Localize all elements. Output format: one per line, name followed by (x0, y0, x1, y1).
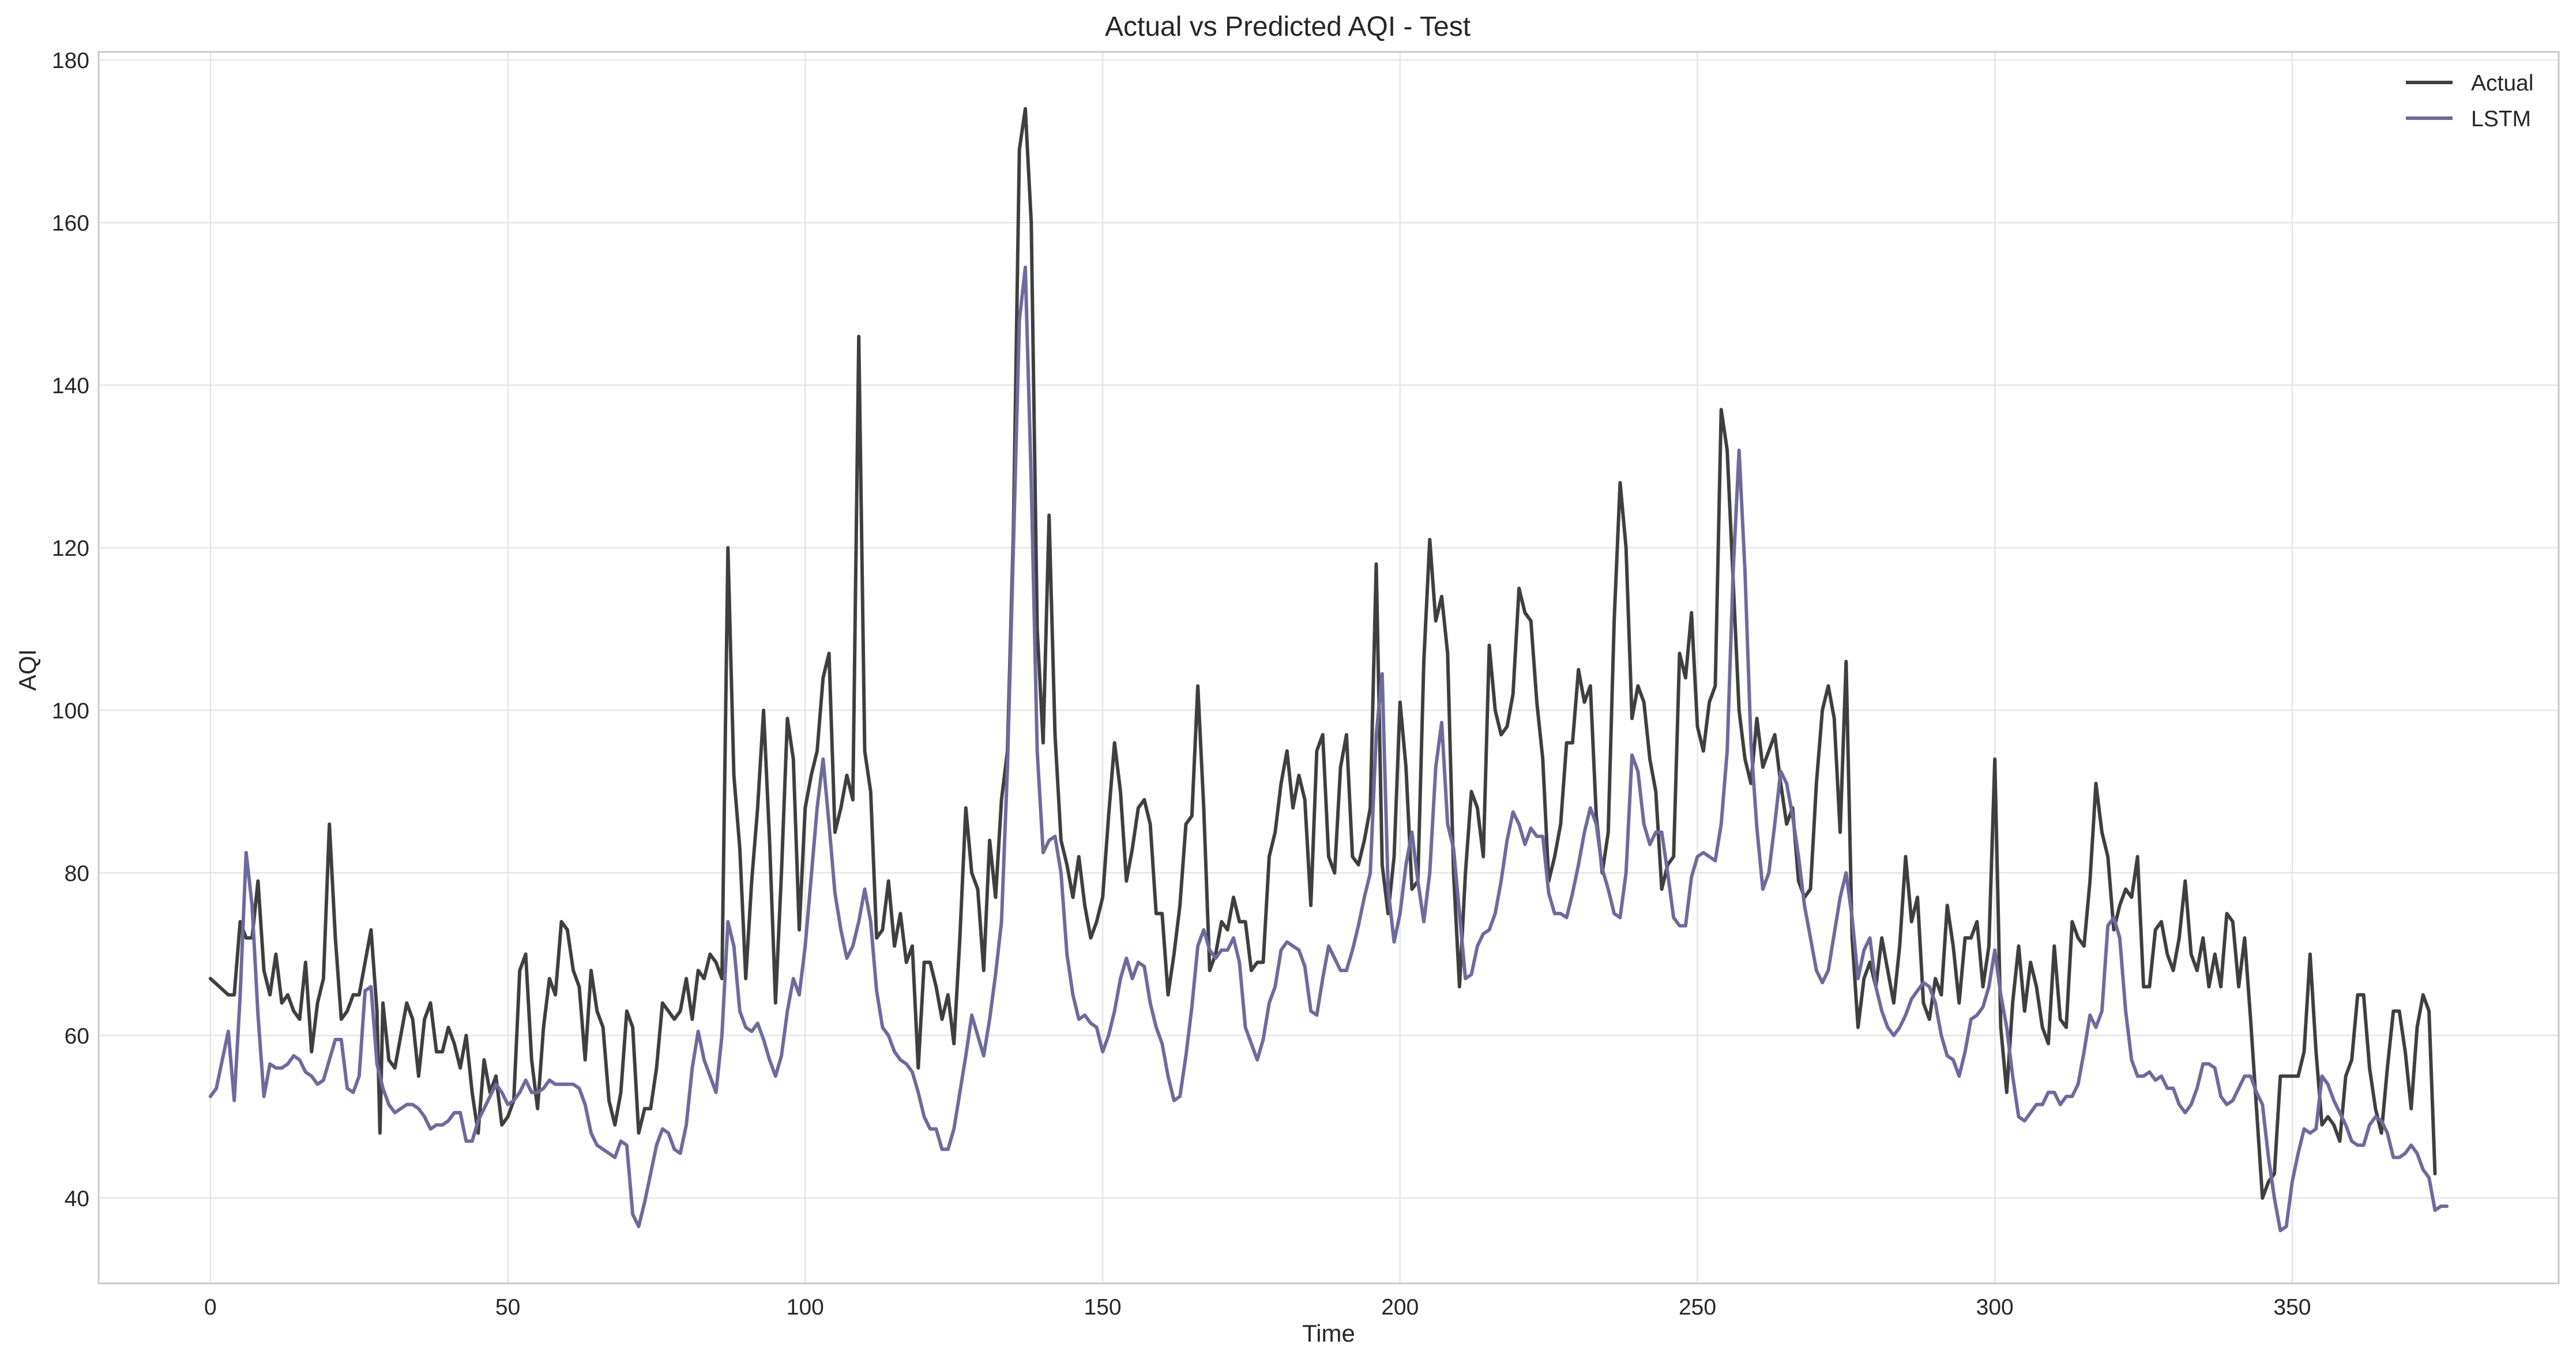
y-tick-label: 120 (52, 536, 89, 561)
x-tick-label: 100 (787, 1295, 824, 1320)
y-axis-label: AQI (14, 649, 41, 691)
legend-label-actual: Actual (2471, 71, 2533, 96)
x-tick-label: 250 (1679, 1295, 1716, 1320)
x-axis-label: Time (1302, 1320, 1355, 1347)
x-tick-label: 150 (1084, 1295, 1122, 1320)
y-tick-label: 100 (52, 699, 89, 724)
y-tick-label: 180 (52, 48, 89, 73)
series-lines (208, 107, 2449, 1233)
y-tick-label: 80 (65, 861, 89, 886)
series-line-lstm (208, 265, 2449, 1233)
legend: Actual LSTM (2406, 71, 2533, 131)
grid-lines (99, 52, 2559, 1283)
plot-frame (97, 51, 2560, 1285)
x-tick-label: 300 (1976, 1295, 2014, 1320)
x-tick-label: 50 (495, 1295, 520, 1320)
x-tick-label: 350 (2273, 1295, 2311, 1320)
y-tick-label: 60 (65, 1024, 89, 1049)
y-tick-label: 40 (65, 1187, 89, 1211)
y-tick-label: 160 (52, 211, 89, 236)
legend-label-lstm: LSTM (2471, 107, 2531, 131)
series-line-actual (208, 107, 2437, 1200)
chart-title: Actual vs Predicted AQI - Test (1105, 12, 1471, 42)
y-tick-label: 140 (52, 374, 89, 398)
axis-ticks: 0 50 100 150 200 250 300 350 40 60 80 100 120 140 160 1… (52, 48, 2311, 1320)
x-tick-label: 200 (1381, 1295, 1419, 1320)
x-tick-label: 0 (204, 1295, 217, 1320)
